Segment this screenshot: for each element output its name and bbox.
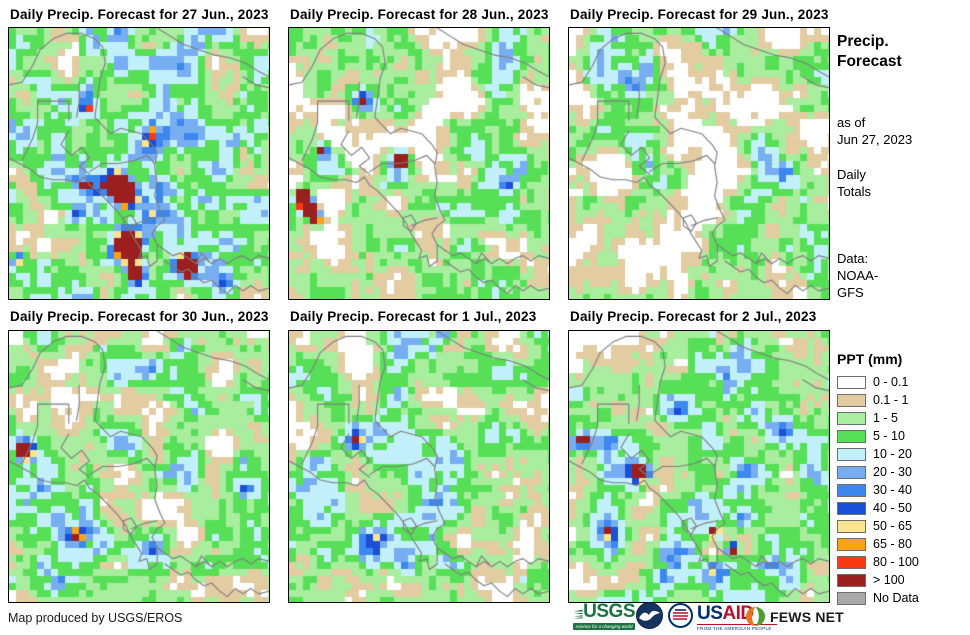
- sidebar-as-of: as of Jun 27, 2023: [837, 115, 913, 147]
- map-panel-2: [288, 27, 550, 300]
- legend-swatch: [837, 484, 866, 497]
- noaa-emblem-icon: [636, 602, 663, 629]
- legend-swatch: [837, 376, 866, 389]
- legend-label: 30 - 40: [873, 483, 912, 497]
- usaid-tagline: FROM THE AMERICAN PEOPLE: [697, 624, 777, 631]
- legend-swatch: [837, 538, 866, 551]
- panel-title-1: Daily Precip. Forecast for 27 Jun., 2023: [10, 7, 269, 22]
- map-panel-3: [568, 27, 830, 300]
- legend-label: 1 - 5: [873, 411, 899, 425]
- usgs-tagline: science for a changing world: [573, 623, 635, 630]
- legend-label: 0 - 0.1: [873, 375, 909, 389]
- legend-swatch: [837, 466, 866, 479]
- sidebar-data-source: Data: NOAA- GFS: [837, 251, 879, 300]
- legend-label: 65 - 80: [873, 537, 912, 551]
- legend-swatch: [837, 430, 866, 443]
- usaid-emblem-icon: [668, 603, 693, 628]
- panel-title-6: Daily Precip. Forecast for 2 Jul., 2023: [570, 309, 817, 324]
- legend-title: PPT (mm): [837, 351, 903, 367]
- usaid-us-text: US: [697, 603, 723, 624]
- legend-swatch: [837, 394, 866, 407]
- legend-label: 10 - 20: [873, 447, 912, 461]
- fewsnet-wordmark: FEWS NET: [770, 609, 844, 625]
- panel-title-2: Daily Precip. Forecast for 28 Jun., 2023: [290, 7, 549, 22]
- panel-title-3: Daily Precip. Forecast for 29 Jun., 2023: [570, 7, 829, 22]
- map-credit: Map produced by USGS/EROS: [8, 611, 183, 625]
- panel-title-4: Daily Precip. Forecast for 30 Jun., 2023: [10, 309, 269, 324]
- sidebar-totals: Daily Totals: [837, 167, 871, 199]
- panel-title-5: Daily Precip. Forecast for 1 Jul., 2023: [290, 309, 537, 324]
- map-canvas-4: [9, 331, 269, 602]
- usgs-logo: USGS science for a changing world: [573, 601, 635, 631]
- legend-label: > 100: [873, 573, 905, 587]
- legend-label: 50 - 65: [873, 519, 912, 533]
- map-canvas-1: [9, 28, 269, 299]
- map-panel-6: [568, 330, 830, 603]
- legend-label: 5 - 10: [873, 429, 905, 443]
- map-panel-5: [288, 330, 550, 603]
- legend-swatch: [837, 412, 866, 425]
- map-panel-1: [8, 27, 270, 300]
- map-panel-4: [8, 330, 270, 603]
- usgs-waves-icon: [573, 609, 583, 619]
- legend-swatch: [837, 592, 866, 605]
- fewsnet-globe-icon: [745, 606, 766, 627]
- map-canvas-2: [289, 28, 549, 299]
- legend-swatch: [837, 556, 866, 569]
- noaa-logo: [636, 602, 663, 629]
- map-canvas-3: [569, 28, 829, 299]
- usgs-wordmark: USGS: [583, 601, 635, 622]
- legend-swatch: [837, 574, 866, 587]
- legend-label: No Data: [873, 591, 919, 605]
- legend-swatch: [837, 502, 866, 515]
- legend-label: 80 - 100: [873, 555, 919, 569]
- map-canvas-6: [569, 331, 829, 602]
- legend-label: 20 - 30: [873, 465, 912, 479]
- legend-label: 0.1 - 1: [873, 393, 909, 407]
- legend-label: 40 - 50: [873, 501, 912, 515]
- sidebar-title: Precip. Forecast: [837, 33, 902, 70]
- legend-swatch: [837, 448, 866, 461]
- map-canvas-5: [289, 331, 549, 602]
- legend-swatch: [837, 520, 866, 533]
